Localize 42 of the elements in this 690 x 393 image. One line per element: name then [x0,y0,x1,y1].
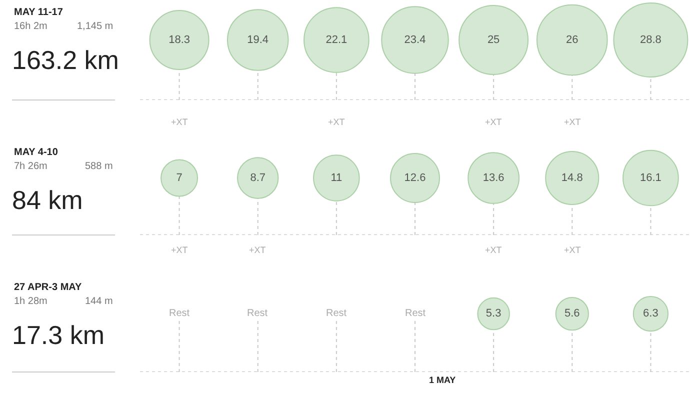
text: Rest [405,308,426,319]
data-label: 18.3 [168,34,190,46]
text: +XT [485,117,502,127]
data-label: 5.6 [564,308,580,320]
data-label: 13.6 [482,172,504,184]
text: 17.3 km [12,320,104,350]
text: 1,145 m [77,21,114,32]
text: +XT [171,117,188,127]
text: 1h 28m [14,296,48,307]
data-label: 12.6 [404,172,426,184]
data-label: 28.8 [640,34,662,46]
data-label: 14.8 [561,172,583,184]
text: Rest [247,308,268,319]
text: +XT [564,117,582,127]
data-label: 7 [176,172,182,184]
data-label: 26 [566,34,578,46]
text: Rest [169,308,190,319]
text: 588 m [85,161,113,172]
data-label: 25 [487,34,500,46]
data-label: 6.3 [643,308,658,320]
text: +XT [249,245,266,255]
data-label: 22.1 [326,34,348,46]
data-label: 19.4 [247,34,269,46]
text: 163.2 km [12,45,119,75]
text: 27 APR-3 MAY [14,282,82,293]
data-label: 16.1 [640,172,662,184]
data-label: 23.4 [404,34,426,46]
text: MAY 4-10 [14,147,58,158]
data-label: 11 [330,172,342,184]
text: 144 m [85,296,113,307]
text: MAY 11-17 [14,7,64,18]
text: Rest [326,308,347,319]
text: +XT [171,245,188,255]
text: 7h 26m [14,161,48,172]
data-label: 5.3 [486,308,502,320]
data-label: 8.7 [250,172,266,184]
text: 84 km [12,185,83,215]
text: +XT [328,117,346,127]
text: 1 MAY [429,375,456,385]
text: +XT [485,245,502,255]
text: +XT [564,245,582,255]
text: 16h 2m [14,21,48,32]
